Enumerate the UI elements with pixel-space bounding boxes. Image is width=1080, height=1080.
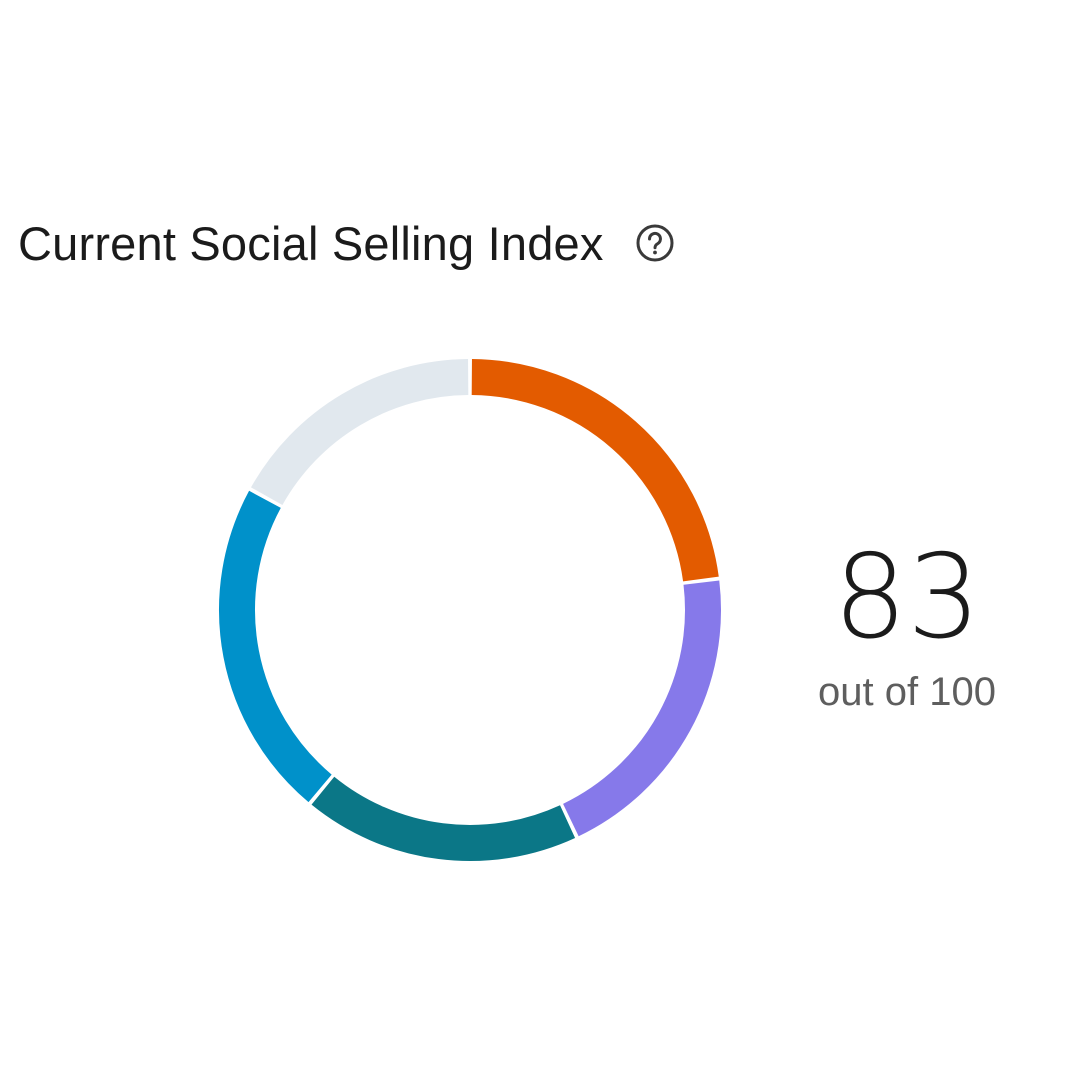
question-circle-icon: [636, 224, 674, 262]
score-panel: 83 out of 100: [790, 540, 1024, 715]
donut-svg: [219, 359, 721, 861]
score-caption: out of 100: [818, 670, 996, 714]
header: Current Social Selling Index: [18, 208, 676, 278]
page-title: Current Social Selling Index: [18, 216, 604, 270]
donut-segment-1[interactable]: [471, 359, 719, 582]
help-icon[interactable]: [634, 222, 676, 264]
score-value: 83: [833, 530, 981, 665]
donut-segment-4[interactable]: [219, 490, 332, 803]
donut-segment-3[interactable]: [311, 776, 576, 861]
donut-segment-5[interactable]: [251, 359, 469, 506]
donut-segment-2[interactable]: [562, 580, 721, 837]
ssi-donut-chart: [212, 352, 728, 868]
